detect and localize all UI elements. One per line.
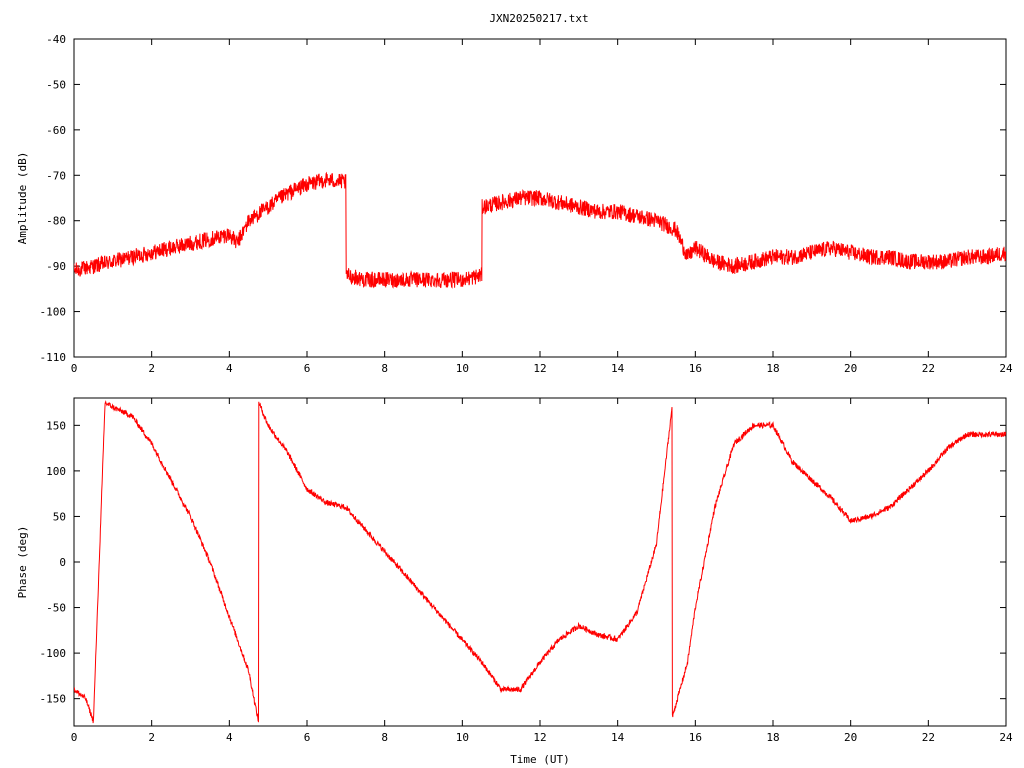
chart-title: JXN20250217.txt (489, 12, 588, 25)
x-tick-label: 14 (611, 362, 625, 375)
data-trace (74, 171, 1006, 289)
plot-frame (73, 397, 1007, 727)
x-tick-label: 10 (456, 731, 469, 744)
x-tick-label: 16 (689, 731, 702, 744)
y-tick-label: 50 (53, 510, 66, 523)
x-tick-label: 4 (226, 362, 233, 375)
x-tick-label: 6 (304, 731, 311, 744)
y-tick-label: -70 (46, 169, 66, 182)
data-trace (74, 400, 1006, 724)
x-tick-label: 10 (456, 362, 469, 375)
y-axis-label: Amplitude (dB) (16, 152, 29, 245)
y-axis-label: Phase (deg) (16, 526, 29, 599)
y-tick-label: -100 (40, 306, 67, 319)
y-tick-label: -40 (46, 33, 66, 46)
y-tick-label: -100 (40, 647, 67, 660)
y-tick-label: -110 (40, 351, 67, 364)
y-tick-label: 0 (59, 556, 66, 569)
x-tick-label: 14 (611, 731, 625, 744)
y-tick-label: -50 (46, 78, 66, 91)
x-tick-label: 12 (533, 731, 546, 744)
x-tick-label: 2 (148, 362, 155, 375)
y-tick-label: 150 (46, 419, 66, 432)
x-tick-label: 8 (381, 362, 388, 375)
x-tick-label: 16 (689, 362, 702, 375)
amplitude-panel: 0 2 4 6 8 10 12 14 16 18 20 22 24-110-100-90-80-70-6… (16, 33, 1013, 375)
x-tick-label: 2 (148, 731, 155, 744)
x-tick-label: 12 (533, 362, 546, 375)
x-tick-label: 18 (766, 731, 779, 744)
y-tick-label: -50 (46, 602, 66, 615)
x-tick-label: 22 (922, 731, 935, 744)
phase-panel: 0 2 4 6 8 10 12 14 16 18 20 22 24-150-100-5005010015… (16, 397, 1013, 766)
x-tick-label: 6 (304, 362, 311, 375)
y-tick-label: -60 (46, 124, 66, 137)
x-tick-label: 20 (844, 731, 857, 744)
y-tick-label: 100 (46, 465, 66, 478)
x-tick-label: 24 (999, 362, 1013, 375)
x-tick-label: 0 (71, 362, 78, 375)
x-tick-label: 24 (999, 731, 1013, 744)
y-tick-label: -80 (46, 215, 66, 228)
y-tick-label: -90 (46, 260, 66, 273)
plot-frame (73, 38, 1007, 358)
x-tick-label: 8 (381, 731, 388, 744)
x-tick-label: 18 (766, 362, 779, 375)
x-tick-label: 4 (226, 731, 233, 744)
x-tick-label: 20 (844, 362, 857, 375)
x-tick-label: 22 (922, 362, 935, 375)
y-tick-label: -150 (40, 693, 67, 706)
x-tick-label: 0 (71, 731, 78, 744)
x-axis-label: Time (UT) (510, 753, 570, 766)
